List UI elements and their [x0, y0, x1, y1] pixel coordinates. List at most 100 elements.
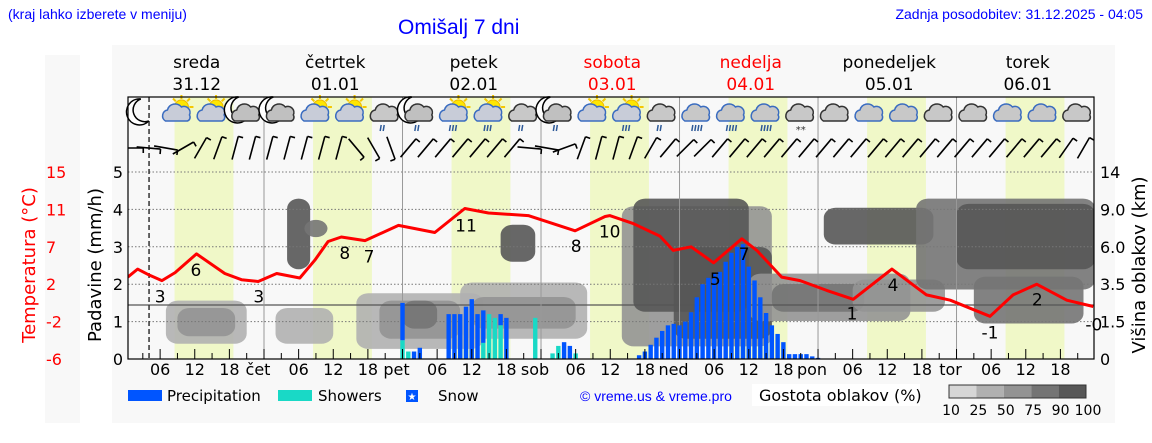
sun-cloud-rain-icon	[438, 95, 471, 132]
precip-tick-label: 4	[113, 200, 123, 219]
sun-cloud-icon	[300, 95, 332, 122]
location-hint: (kraj lahko izberete v meniju)	[8, 6, 187, 22]
precipitation-bar	[717, 271, 723, 359]
sun-ray	[359, 97, 364, 103]
x-tick-label: 12	[462, 360, 482, 379]
precipitation-bar	[636, 355, 642, 359]
temperature-label: 6	[190, 261, 201, 281]
x-tick-label: 06	[565, 360, 585, 379]
cloud-legend-swatch	[1058, 385, 1086, 398]
wind-barb-flag	[796, 138, 802, 143]
precipitation-bar	[746, 266, 751, 359]
precipitation-bar	[463, 306, 469, 359]
wind-barb-flag	[1038, 138, 1044, 143]
rain-drop	[656, 124, 659, 132]
cloud-shape	[612, 103, 641, 122]
wind-barb-flag	[1056, 138, 1061, 143]
precipitation-bar	[475, 314, 480, 359]
temperature-label: 7	[364, 248, 375, 268]
wind-barb-flag	[952, 138, 958, 143]
day-date: 06.01	[1003, 75, 1052, 95]
day-name: petek	[450, 53, 498, 73]
cloud-legend-tick: 10	[942, 403, 960, 419]
wind-barb	[676, 138, 695, 158]
wind-barb	[386, 136, 396, 160]
sun-ray	[449, 97, 454, 103]
wind-barb-flag	[192, 141, 197, 147]
wind-barb	[659, 138, 677, 158]
credit-link[interactable]: © vreme.us & vreme.pro	[580, 388, 732, 404]
wind-barb-flag	[467, 138, 473, 143]
temperature-label: 7	[739, 245, 750, 265]
precipitation-bar	[469, 299, 474, 359]
cloud-shape	[508, 103, 538, 122]
wind-barb-flag	[450, 138, 455, 143]
wind-barb	[172, 141, 195, 155]
day-date: 04.01	[726, 75, 775, 95]
showers-bar	[492, 317, 498, 359]
temperature-tick-label: 7	[46, 238, 56, 257]
cloud-legend-tick: 25	[969, 403, 987, 419]
temperature-axis-title: Temperatura (°C)	[19, 187, 40, 344]
wind-barb-flag	[390, 158, 396, 162]
rain-drop	[624, 124, 628, 132]
cloud-legend-swatch	[1031, 385, 1059, 398]
x-tick-label: 12	[185, 360, 205, 379]
cloud-icon	[923, 103, 953, 122]
wind-barb	[953, 138, 971, 158]
cloud-heavy-rain-icon	[681, 103, 711, 132]
cloud-height-axis-title: Višina oblakov (km)	[1129, 176, 1150, 353]
precip-axis-title: Padavine (mm/h)	[85, 188, 106, 342]
x-day-label: sob	[521, 360, 549, 379]
precipitation-bar	[683, 321, 688, 359]
wind-barb-flag	[865, 138, 871, 143]
cloud-shape	[473, 103, 503, 122]
wind-barb	[576, 136, 587, 160]
showers-bar	[556, 345, 561, 359]
precipitation-bar	[706, 277, 711, 359]
precip-tick-label: 0	[113, 350, 123, 369]
rain-drop	[728, 124, 732, 132]
precipitation-bar	[810, 356, 815, 359]
wind-barb-flag	[574, 143, 578, 149]
wind-barb	[469, 138, 486, 158]
day-name: ponedeljek	[843, 53, 937, 73]
wind-barb	[552, 143, 576, 153]
x-day-label: čet	[246, 360, 271, 379]
rain-drop	[414, 124, 417, 132]
wind-barb	[486, 138, 504, 158]
x-tick-label: 06	[427, 360, 447, 379]
cloud-icon	[854, 103, 884, 122]
wind-barb-flag	[675, 138, 681, 143]
cloud-density-patch	[287, 198, 311, 270]
wind-barb	[815, 138, 833, 158]
cloud-shape	[715, 103, 745, 122]
wind-barb-flag	[1004, 138, 1009, 143]
cloud-shape	[577, 103, 607, 122]
moon-cloud-icon	[258, 96, 295, 124]
wind-barb	[1040, 138, 1058, 158]
cloud-height-tick-label: 14	[1100, 163, 1120, 182]
precipitation-bar	[567, 345, 573, 359]
wind-barb-flag	[415, 138, 421, 143]
wind-barb	[399, 138, 417, 158]
wind-barb-flag	[882, 138, 888, 143]
sun-ray	[601, 97, 607, 103]
wind-barb	[798, 138, 815, 158]
sun-ray	[587, 97, 593, 103]
sun-cloud-icon	[161, 95, 194, 122]
rain-drop	[417, 124, 420, 132]
precipitation-bar	[458, 314, 463, 359]
cloud-shape	[750, 103, 780, 122]
moon-cloud-rain-icon	[535, 96, 572, 132]
cloud-shape	[404, 103, 434, 122]
precipitation-bar	[665, 325, 671, 359]
wind-barb-flag	[1072, 137, 1078, 142]
sun-cloud-icon	[196, 95, 229, 122]
cloud-rain-icon	[369, 103, 399, 132]
wind-barb	[594, 136, 603, 160]
wind-barb	[1076, 137, 1091, 159]
wind-barb-flag	[900, 138, 906, 143]
wind-barb-flag	[1021, 138, 1027, 143]
moon-cloud-rain-icon	[396, 96, 434, 132]
